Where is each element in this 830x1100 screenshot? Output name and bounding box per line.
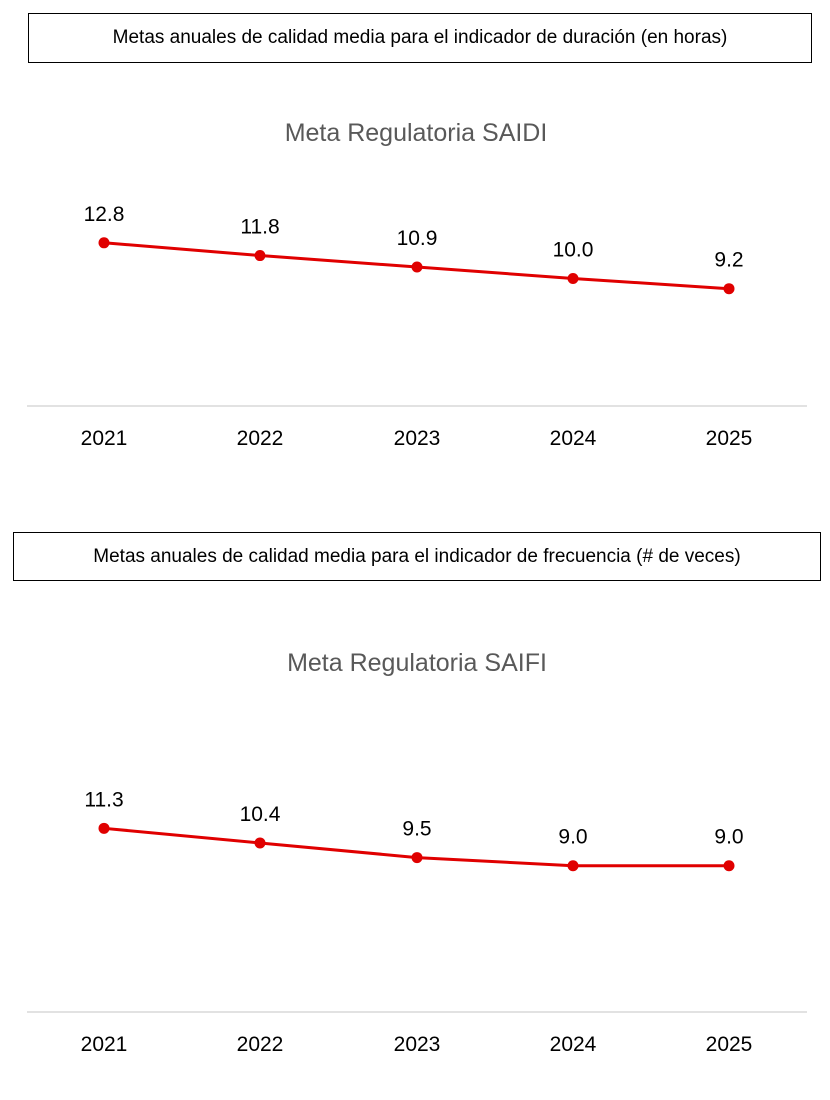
data-label-2023: 9.5 <box>402 818 431 841</box>
saidi-header-text: Metas anuales de calidad media para el i… <box>112 27 728 48</box>
data-label-2022: 11.8 <box>240 216 279 239</box>
saidi-header-box: Metas anuales de calidad media para el i… <box>28 13 812 63</box>
x-tick-label-2024: 2024 <box>550 427 597 450</box>
data-label-2024: 10.0 <box>553 239 594 262</box>
chart-title: Meta Regulatoria SAIDI <box>285 119 548 147</box>
data-point-2021 <box>98 237 110 249</box>
data-point-2024 <box>567 273 579 284</box>
saifi-header-box: Metas anuales de calidad media para el i… <box>13 532 821 581</box>
saifi-series: 11.3 2021 10.4 2022 9.5 2023 9.0 2024 9.0 2025 <box>81 788 753 1056</box>
x-tick-label-2023: 2023 <box>394 1033 441 1056</box>
data-point-2024 <box>567 860 579 872</box>
data-label-2024: 9.0 <box>558 826 587 849</box>
data-label-2025: 9.2 <box>714 249 743 272</box>
x-tick-label-2021: 2021 <box>81 427 128 450</box>
data-point-2025 <box>723 860 735 872</box>
x-tick-label-2023: 2023 <box>394 427 441 450</box>
x-tick-label-2021: 2021 <box>81 1033 128 1056</box>
x-tick-label-2025: 2025 <box>706 427 753 450</box>
x-tick-label-2025: 2025 <box>706 1033 753 1056</box>
chart-title: Meta Regulatoria SAIFI <box>287 649 547 677</box>
data-label-2025: 9.0 <box>714 826 743 849</box>
data-point-2021 <box>98 822 110 834</box>
x-tick-label-2022: 2022 <box>237 427 284 450</box>
data-point-2022 <box>254 250 266 262</box>
x-tick-label-2022: 2022 <box>237 1033 284 1056</box>
data-label-2023: 10.9 <box>397 227 438 250</box>
saidi-series: 12.8 2021 11.8 2022 10.9 2023 10.0 2024 9.2 2025 <box>81 203 753 450</box>
saidi-line-chart: Meta Regulatoria SAIDI 12.8202111.820221… <box>27 119 807 450</box>
data-point-2023 <box>411 261 423 273</box>
data-label-2022: 10.4 <box>240 803 281 826</box>
data-label-2021: 12.8 <box>84 203 125 226</box>
data-point-2022 <box>254 837 266 849</box>
data-point-2023 <box>411 852 423 864</box>
data-point-2025 <box>723 283 735 295</box>
x-tick-label-2024: 2024 <box>550 1033 597 1056</box>
saifi-header-text: Metas anuales de calidad media para el i… <box>93 545 741 567</box>
data-label-2021: 11.3 <box>84 788 123 811</box>
saifi-line-chart: Meta Regulatoria SAIFI 11.3 2021 10.4 2022 9… <box>27 649 807 1056</box>
